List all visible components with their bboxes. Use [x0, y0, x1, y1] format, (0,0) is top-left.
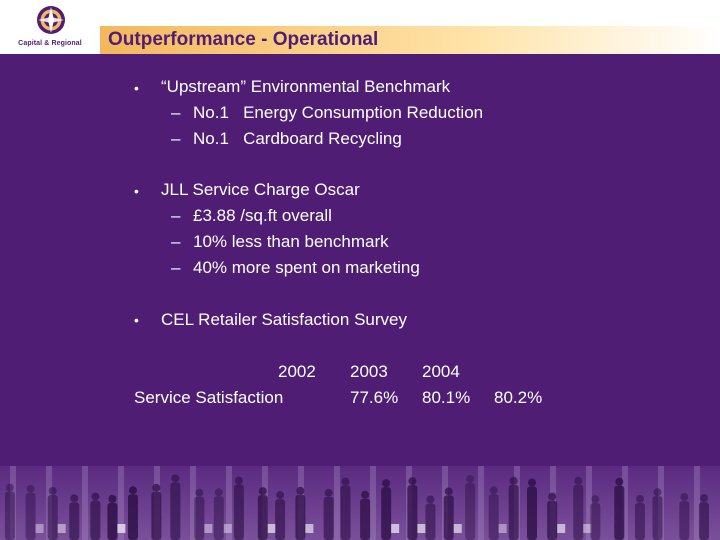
year-header: 2004 [422, 362, 460, 381]
dash-marker: – [171, 103, 181, 122]
section-heading-environmental: “Upstream” Environmental Benchmark [161, 77, 451, 96]
section-heading-service-charge: JLL Service Charge Oscar [161, 180, 360, 199]
person-silhouette [47, 486, 66, 540]
person-silhouette [107, 494, 126, 540]
person-silhouette [425, 495, 436, 540]
person-silhouette [443, 487, 462, 540]
person-silhouette [407, 477, 426, 540]
person-silhouette [170, 474, 181, 540]
sub-item: No.1 Cardboard Recycling [193, 129, 402, 148]
person-silhouette [213, 488, 232, 540]
year-header: 2002 [278, 362, 316, 381]
sub-item: 10% less than benchmark [193, 232, 389, 251]
person-silhouette [69, 494, 80, 540]
background-pillar [334, 466, 340, 540]
person-silhouette [508, 476, 519, 540]
person-silhouette [527, 478, 538, 540]
sub-item: £3.88 /sq.ft overall [193, 206, 332, 225]
sub-item: 40% more spent on marketing [193, 258, 420, 277]
person-silhouette [698, 494, 709, 540]
value-cell: 80.2% [494, 388, 543, 407]
person-silhouette [275, 491, 286, 540]
person-silhouette [340, 477, 351, 540]
company-logo: Capital & Regional [0, 0, 100, 54]
dash-marker: – [171, 232, 181, 251]
bullet-marker: • [134, 312, 139, 328]
person-silhouette [323, 488, 334, 540]
background-pillar [82, 466, 88, 540]
person-silhouette [295, 486, 314, 540]
person-silhouette [488, 486, 507, 540]
person-silhouette [614, 477, 625, 540]
value-cell: 80.1% [422, 388, 471, 407]
person-silhouette [547, 492, 566, 540]
person-silhouette [465, 474, 476, 540]
logo-text: Capital & Regional [18, 40, 82, 47]
year-header: 2003 [350, 362, 388, 381]
person-silhouette [360, 490, 371, 540]
header: Capital & Regional Outperformance - Oper… [0, 0, 720, 54]
value-cell: 77.6% [350, 388, 399, 407]
person-silhouette [257, 487, 276, 540]
person-silhouette [590, 495, 601, 540]
page-title: Outperformance - Operational [108, 29, 379, 50]
background-pillar [370, 466, 376, 540]
person-silhouette [151, 483, 162, 540]
person-silhouette [233, 476, 244, 540]
dash-marker: – [171, 258, 181, 277]
background-pillar [586, 466, 592, 540]
person-silhouette [573, 476, 592, 540]
row-label: Service Satisfaction [134, 388, 284, 407]
person-silhouette [25, 484, 44, 540]
background-pillar [478, 466, 484, 540]
dash-marker: – [171, 129, 181, 148]
section-heading-retailer-survey: CEL Retailer Satisfaction Survey [161, 310, 407, 329]
title-accent-strip [100, 26, 720, 54]
person-silhouette [634, 494, 645, 540]
person-silhouette [679, 492, 690, 540]
crowd-silhouette-banner [0, 466, 720, 540]
background-pillar [190, 466, 196, 540]
person-silhouette [194, 488, 213, 540]
background-pillar [226, 466, 232, 540]
dash-marker: – [171, 206, 181, 225]
person-silhouette [381, 479, 400, 540]
compass-logo-icon [37, 6, 65, 34]
background-pillar [694, 466, 700, 540]
person-silhouette [4, 483, 15, 540]
bullet-marker: • [134, 183, 139, 199]
person-silhouette [127, 486, 138, 540]
crowd-silhouette-image [4, 466, 709, 540]
person-silhouette [652, 488, 663, 540]
background-pillar [118, 466, 124, 540]
sub-item: No.1 Energy Consumption Reduction [193, 103, 484, 122]
background-pillar [622, 466, 628, 540]
person-silhouette [90, 492, 101, 540]
bullet-marker: • [134, 80, 139, 96]
title-bar: Outperformance - Operational [100, 0, 720, 54]
